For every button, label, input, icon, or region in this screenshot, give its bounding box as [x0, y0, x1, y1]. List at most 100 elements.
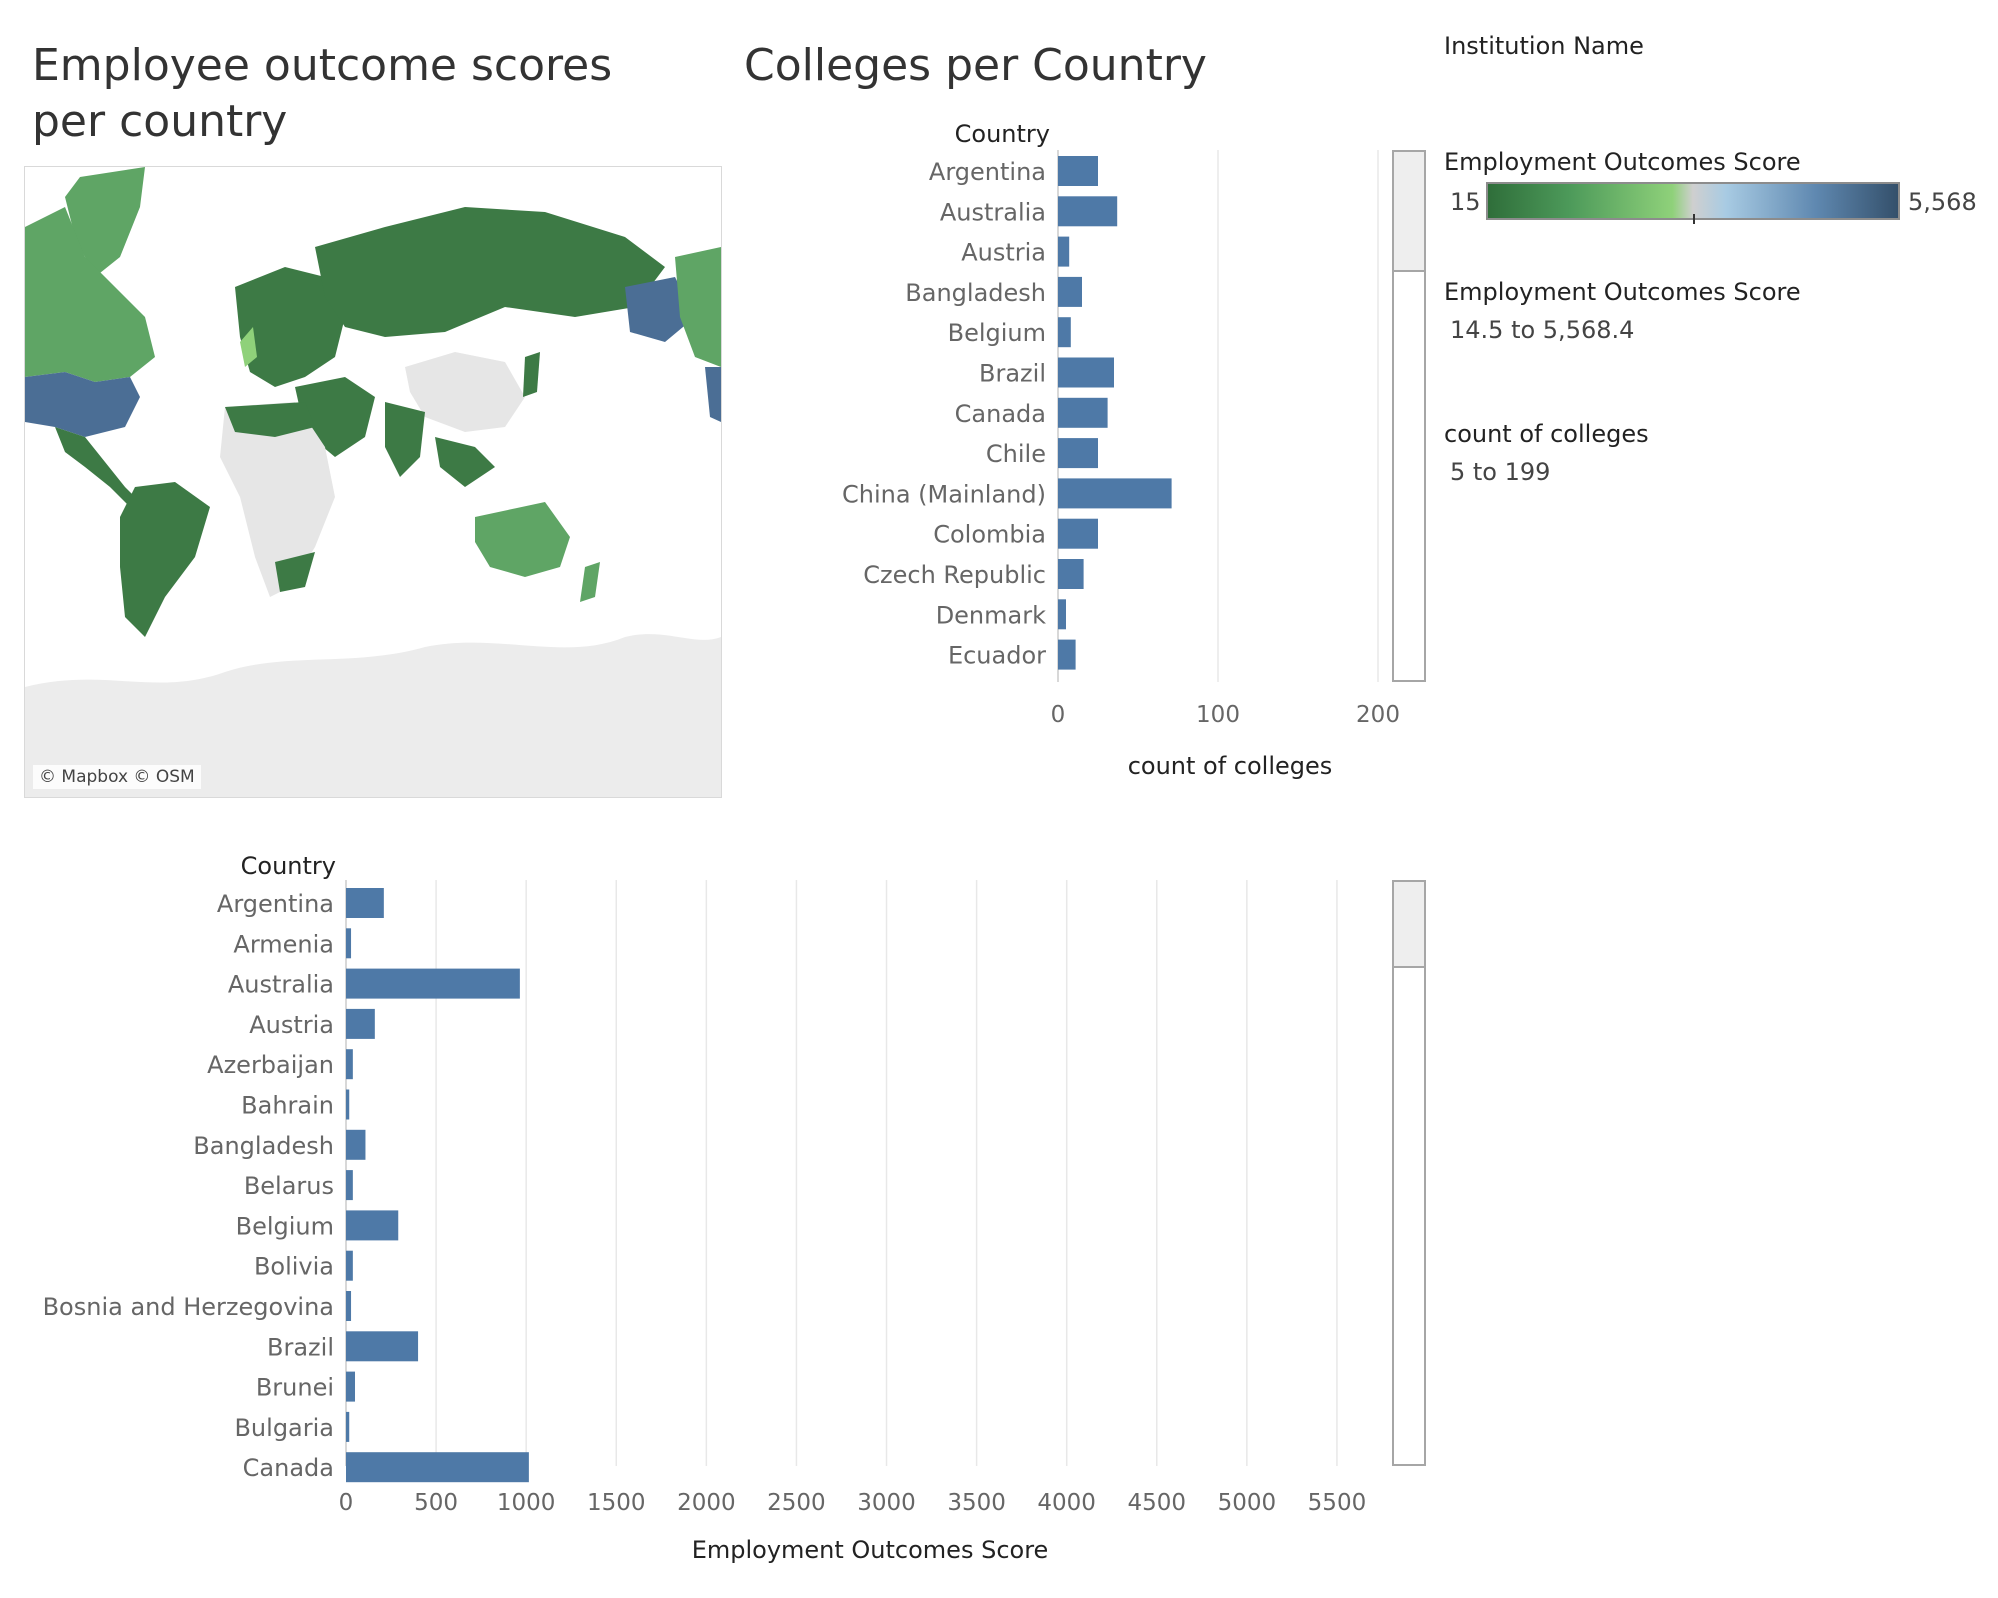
- bar[interactable]: [1058, 397, 1108, 428]
- bar[interactable]: [346, 1049, 353, 1080]
- chart2-scroll-thumb[interactable]: [1394, 882, 1424, 968]
- map-new-zealand: [580, 562, 600, 602]
- x-tick-label: 1000: [497, 1490, 556, 1516]
- category-label: Australia: [228, 971, 334, 999]
- bar[interactable]: [1058, 599, 1066, 630]
- map-se-asia: [435, 437, 495, 487]
- x-tick-label: 3000: [857, 1490, 916, 1516]
- bar[interactable]: [1058, 518, 1098, 549]
- map-china: [405, 352, 525, 432]
- bar[interactable]: [346, 1331, 419, 1362]
- bar[interactable]: [346, 1452, 529, 1483]
- color-legend-marker: [1693, 214, 1695, 224]
- chart1-category-header: Country: [954, 120, 1050, 148]
- category-label: Argentina: [217, 890, 334, 918]
- bar[interactable]: [346, 928, 352, 959]
- map-usa: [25, 372, 140, 437]
- bar[interactable]: [1058, 357, 1114, 388]
- map-india: [385, 402, 425, 477]
- category-label: Ecuador: [948, 642, 1046, 670]
- category-label: Chile: [986, 440, 1046, 468]
- institution-name-legend[interactable]: Institution Name: [1444, 32, 1644, 60]
- world-map-canvas: [25, 167, 721, 797]
- color-legend-min: 15: [1450, 188, 1481, 216]
- bar[interactable]: [346, 1210, 399, 1241]
- category-label: Bahrain: [241, 1092, 334, 1120]
- map-japan: [523, 352, 540, 397]
- category-label: Denmark: [936, 601, 1046, 629]
- filter-count-title: count of colleges: [1444, 420, 1649, 448]
- color-legend-max: 5,568: [1908, 188, 1977, 216]
- category-label: Azerbaijan: [207, 1051, 334, 1079]
- category-label: Brazil: [979, 360, 1046, 388]
- category-label: Canada: [243, 1454, 334, 1482]
- bar[interactable]: [346, 1008, 375, 1039]
- map-russia: [315, 207, 665, 337]
- map-title: Employee outcome scores per country: [32, 40, 613, 147]
- category-label: Armenia: [233, 930, 334, 958]
- category-label: Bosnia and Herzegovina: [43, 1293, 334, 1321]
- bar[interactable]: [346, 1129, 366, 1160]
- category-label: Colombia: [933, 521, 1046, 549]
- filter-score-title: Employment Outcomes Score: [1444, 278, 1801, 306]
- bar[interactable]: [346, 1089, 350, 1120]
- map-alaska-east: [625, 277, 695, 342]
- bar[interactable]: [1058, 559, 1084, 589]
- x-tick-label: 500: [414, 1490, 458, 1516]
- bar[interactable]: [346, 1371, 356, 1402]
- category-label: Brazil: [267, 1333, 334, 1361]
- map-europe: [235, 267, 345, 387]
- map-greenland: [65, 167, 145, 277]
- map-south-africa: [275, 552, 315, 592]
- bar[interactable]: [1058, 478, 1172, 509]
- x-tick-label: 100: [1196, 702, 1240, 728]
- category-label: Austria: [961, 239, 1046, 267]
- map-canada: [25, 207, 155, 382]
- bar[interactable]: [346, 1411, 350, 1442]
- color-legend-title: Employment Outcomes Score: [1444, 148, 1801, 176]
- x-tick-label: 4500: [1128, 1490, 1187, 1516]
- x-tick-label: 4000: [1037, 1490, 1096, 1516]
- filter-score-range[interactable]: 14.5 to 5,568.4: [1450, 316, 1635, 344]
- bar[interactable]: [1058, 236, 1070, 267]
- category-label: Czech Republic: [863, 561, 1046, 589]
- chart1-scrollbar[interactable]: [1392, 150, 1426, 682]
- category-label: China (Mainland): [842, 480, 1046, 508]
- chart2-scrollbar[interactable]: [1392, 880, 1426, 1466]
- bar[interactable]: [346, 968, 520, 999]
- bar[interactable]: [346, 1170, 353, 1201]
- map-south-america: [120, 482, 210, 637]
- category-label: Belgium: [236, 1212, 334, 1240]
- x-tick-label: 0: [339, 1490, 354, 1516]
- category-label: Bangladesh: [905, 279, 1046, 307]
- category-label: Belarus: [244, 1172, 334, 1200]
- bar[interactable]: [346, 1291, 352, 1321]
- map-uk: [240, 327, 257, 367]
- bar[interactable]: [1058, 438, 1098, 469]
- chart1-x-axis-title: count of colleges: [1127, 752, 1333, 780]
- x-tick-label: 2000: [677, 1490, 736, 1516]
- x-tick-label: 0: [1051, 702, 1066, 728]
- map-australia: [475, 502, 570, 577]
- chart2-category-header: Country: [240, 852, 336, 880]
- x-tick-label: 5500: [1308, 1490, 1367, 1516]
- bar[interactable]: [1058, 317, 1071, 348]
- chart2-x-axis-title: Employment Outcomes Score: [691, 1536, 1049, 1564]
- bar[interactable]: [346, 888, 384, 918]
- bar[interactable]: [1058, 639, 1076, 670]
- x-tick-label: 200: [1356, 702, 1400, 728]
- category-label: Argentina: [929, 158, 1046, 186]
- colleges-bar-chart[interactable]: 0 100 200 Argentina Australia Austria Banglade…: [0, 0, 1400, 728]
- x-tick-label: 1500: [587, 1490, 646, 1516]
- bar[interactable]: [1058, 156, 1098, 186]
- world-map[interactable]: © Mapbox © OSM: [24, 166, 722, 798]
- map-credit[interactable]: © Mapbox © OSM: [33, 765, 201, 789]
- chart1-scroll-thumb[interactable]: [1394, 152, 1424, 272]
- bar[interactable]: [1058, 196, 1118, 227]
- category-label: Brunei: [256, 1374, 334, 1402]
- filter-count-range[interactable]: 5 to 199: [1450, 458, 1551, 486]
- bar[interactable]: [1058, 276, 1082, 307]
- map-antarctica: [25, 634, 721, 797]
- bar[interactable]: [346, 1250, 353, 1281]
